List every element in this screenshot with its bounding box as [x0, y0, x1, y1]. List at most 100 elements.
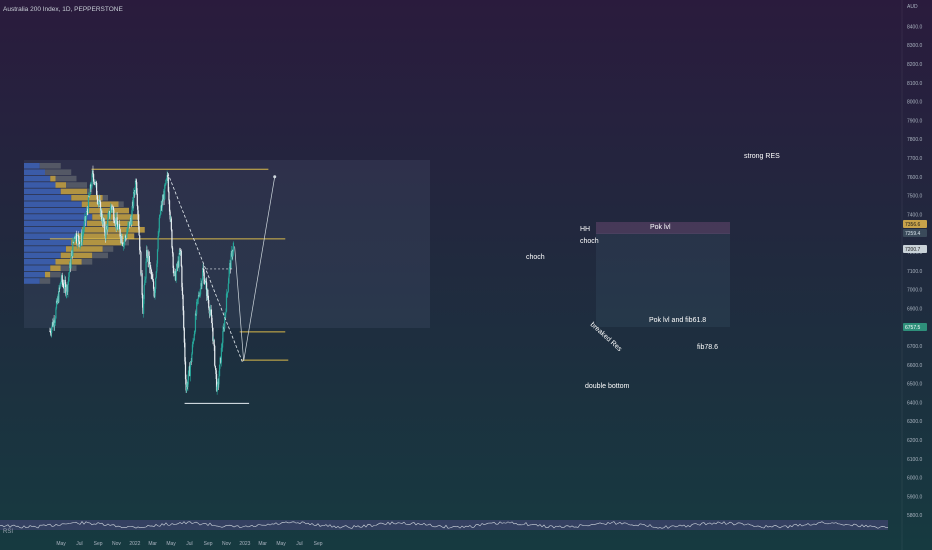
candle-body — [78, 235, 80, 242]
candle-body — [53, 320, 55, 326]
candle-body — [114, 218, 117, 224]
candle-body — [227, 283, 229, 292]
volume-profile-bar — [81, 227, 145, 233]
candle-body — [186, 384, 188, 391]
candle-body — [208, 299, 210, 308]
volume-profile-bar — [45, 169, 72, 175]
candle-body — [142, 307, 144, 314]
volume-profile-bar — [92, 252, 108, 259]
projection-box — [596, 233, 730, 327]
candle-body — [82, 231, 84, 235]
candle-body — [199, 295, 201, 297]
symbol-title[interactable]: Australia 200 Index, 1D, PEPPERSTONE — [3, 6, 123, 13]
candle-body — [136, 182, 138, 194]
volume-profile-bar — [24, 201, 82, 207]
candle-body — [161, 204, 163, 208]
price-tag-bg — [903, 220, 927, 228]
y-tick-label: 6300.0 — [907, 419, 923, 425]
x-tick-label: Sep — [94, 541, 103, 547]
rsi-panel: RSI — [0, 520, 889, 535]
candle-body — [144, 280, 146, 286]
candle-body — [215, 373, 218, 391]
candle-body — [120, 236, 122, 241]
volume-profile-bar — [50, 271, 61, 278]
candle-body — [90, 184, 92, 189]
y-tick-label: 6700.0 — [907, 344, 923, 350]
candle-body — [183, 310, 185, 329]
candle-body — [144, 278, 147, 281]
candle-body — [143, 285, 145, 299]
volume-profile-bar — [24, 239, 72, 246]
candle-body — [134, 180, 137, 192]
label-choch-2: choch — [580, 238, 599, 245]
volume-profile-bar — [24, 163, 40, 169]
candle-body — [153, 296, 156, 298]
candle-body — [196, 301, 198, 315]
volume-profile-bar — [87, 207, 129, 214]
candle-body — [117, 226, 119, 230]
candle-body — [204, 283, 206, 285]
candle-body — [194, 313, 197, 332]
candle-body — [148, 256, 150, 262]
candle-body — [132, 201, 134, 207]
candle-body — [99, 199, 101, 202]
candle-body — [105, 227, 107, 239]
candle-body — [168, 191, 170, 201]
candle-body — [59, 283, 61, 288]
candle-body — [176, 263, 178, 272]
candle-body — [69, 262, 71, 273]
candle-body — [104, 232, 106, 239]
candle-body — [130, 219, 132, 225]
candle-body — [193, 340, 195, 342]
volume-profile-bar — [50, 175, 56, 182]
candle-body — [160, 204, 162, 210]
candle-body — [97, 202, 100, 204]
candle-body — [212, 327, 214, 342]
candle-body — [52, 320, 55, 327]
candle-body — [231, 251, 233, 257]
y-tick-label: 6400.0 — [907, 400, 923, 406]
candle-body — [210, 309, 212, 316]
candle-body — [92, 174, 95, 182]
candle-body — [52, 322, 54, 327]
time-axis[interactable]: May Jul Sep Nov 2022 Mar May Jul Sep Nov 2023 Mar Ma… — [56, 541, 322, 547]
x-tick-label: Nov — [222, 541, 231, 547]
candle-body — [155, 271, 157, 278]
candle-body — [113, 209, 115, 221]
candle-body — [125, 237, 127, 238]
candle-body — [71, 250, 73, 257]
candle-body — [183, 328, 185, 343]
candle-body — [147, 251, 149, 262]
candle-body — [211, 323, 213, 328]
price-tag-bg — [903, 323, 927, 331]
rsi-band — [0, 520, 888, 530]
candle-body — [138, 225, 140, 236]
candle-body — [75, 233, 78, 242]
y-tick-label: 7900.0 — [907, 118, 923, 124]
candle-body — [106, 226, 108, 230]
candle-body — [49, 331, 52, 333]
candle-body — [137, 206, 139, 215]
candle-body — [231, 251, 233, 254]
candle-body — [217, 381, 219, 385]
candle-body — [197, 295, 200, 299]
candle-body — [174, 271, 176, 276]
candle-body — [57, 296, 59, 302]
candle-body — [207, 289, 209, 298]
candle-body — [158, 231, 160, 237]
candle-body — [201, 279, 203, 287]
candle-body — [79, 244, 81, 247]
price-tags: 7356.6 7259.4 7200.7 6757.5 — [903, 220, 927, 331]
candle-body — [108, 211, 110, 215]
candle-body — [89, 194, 91, 197]
label-pok-fib: Pok lvl and fib61.8 — [649, 317, 706, 324]
candle-body — [57, 296, 59, 303]
candle-body — [73, 237, 75, 242]
volume-profile-bar — [66, 246, 103, 252]
candle-body — [148, 256, 150, 268]
candle-body — [190, 361, 192, 363]
candle-body — [149, 265, 151, 268]
candle-body — [116, 217, 118, 225]
